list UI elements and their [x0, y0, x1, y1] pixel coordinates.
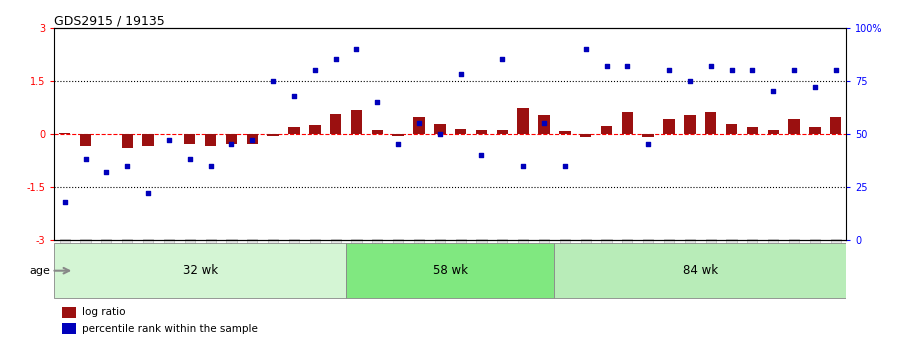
- Point: [412, 120, 426, 126]
- Bar: [663, 119, 675, 134]
- Point: [162, 137, 176, 143]
- Point: [537, 120, 551, 126]
- Bar: [414, 117, 424, 134]
- Bar: [788, 119, 800, 134]
- Text: log ratio: log ratio: [82, 307, 126, 317]
- Bar: [830, 117, 842, 134]
- Point: [204, 163, 218, 168]
- Bar: [726, 124, 738, 134]
- Bar: [580, 134, 592, 137]
- Text: percentile rank within the sample: percentile rank within the sample: [82, 324, 258, 334]
- Point: [641, 142, 655, 147]
- Bar: [455, 128, 466, 134]
- Point: [828, 67, 843, 73]
- Point: [433, 131, 447, 137]
- Text: 58 wk: 58 wk: [433, 264, 468, 277]
- Bar: [246, 134, 258, 145]
- Bar: [476, 130, 487, 134]
- Point: [349, 46, 364, 52]
- Bar: [121, 134, 133, 148]
- Bar: [809, 127, 821, 134]
- Point: [662, 67, 676, 73]
- Point: [141, 190, 156, 196]
- Bar: [434, 124, 445, 134]
- Point: [453, 71, 468, 77]
- Bar: [205, 134, 216, 146]
- Bar: [643, 134, 654, 137]
- Bar: [538, 116, 549, 134]
- Point: [245, 137, 260, 143]
- Point: [557, 163, 572, 168]
- Bar: [747, 127, 758, 134]
- Bar: [684, 116, 696, 134]
- FancyBboxPatch shape: [555, 243, 846, 298]
- Bar: [62, 307, 76, 318]
- Point: [308, 67, 322, 73]
- Bar: [288, 127, 300, 134]
- Point: [474, 152, 489, 158]
- Point: [100, 169, 114, 175]
- Point: [703, 63, 718, 69]
- Bar: [601, 126, 613, 134]
- Bar: [184, 134, 195, 145]
- Bar: [351, 110, 362, 134]
- Text: age: age: [29, 266, 50, 276]
- Point: [807, 84, 822, 90]
- Point: [766, 89, 780, 94]
- Point: [224, 142, 239, 147]
- Point: [786, 67, 801, 73]
- Bar: [518, 108, 529, 134]
- Bar: [80, 134, 91, 146]
- Point: [724, 67, 738, 73]
- FancyBboxPatch shape: [346, 243, 555, 298]
- Point: [495, 57, 510, 62]
- Bar: [225, 134, 237, 144]
- Bar: [330, 114, 341, 134]
- Point: [682, 78, 697, 83]
- Text: 84 wk: 84 wk: [682, 264, 718, 277]
- Point: [370, 99, 385, 105]
- Bar: [59, 133, 71, 134]
- Point: [287, 93, 301, 98]
- Point: [599, 63, 614, 69]
- Point: [516, 163, 530, 168]
- Point: [745, 67, 759, 73]
- Point: [620, 63, 634, 69]
- Text: 32 wk: 32 wk: [183, 264, 218, 277]
- Bar: [497, 130, 508, 134]
- Point: [183, 157, 197, 162]
- FancyBboxPatch shape: [54, 243, 346, 298]
- Bar: [62, 323, 76, 334]
- Bar: [622, 112, 633, 134]
- Bar: [142, 134, 154, 146]
- Bar: [705, 112, 717, 134]
- Point: [391, 142, 405, 147]
- Point: [58, 199, 72, 205]
- Bar: [393, 134, 404, 136]
- Text: GDS2915 / 19135: GDS2915 / 19135: [54, 14, 165, 28]
- Point: [120, 163, 135, 168]
- Bar: [372, 130, 383, 134]
- Point: [266, 78, 281, 83]
- Bar: [767, 130, 779, 134]
- Bar: [267, 134, 279, 136]
- Point: [329, 57, 343, 62]
- Bar: [309, 125, 320, 134]
- Point: [578, 46, 593, 52]
- Point: [79, 157, 93, 162]
- Bar: [559, 131, 570, 134]
